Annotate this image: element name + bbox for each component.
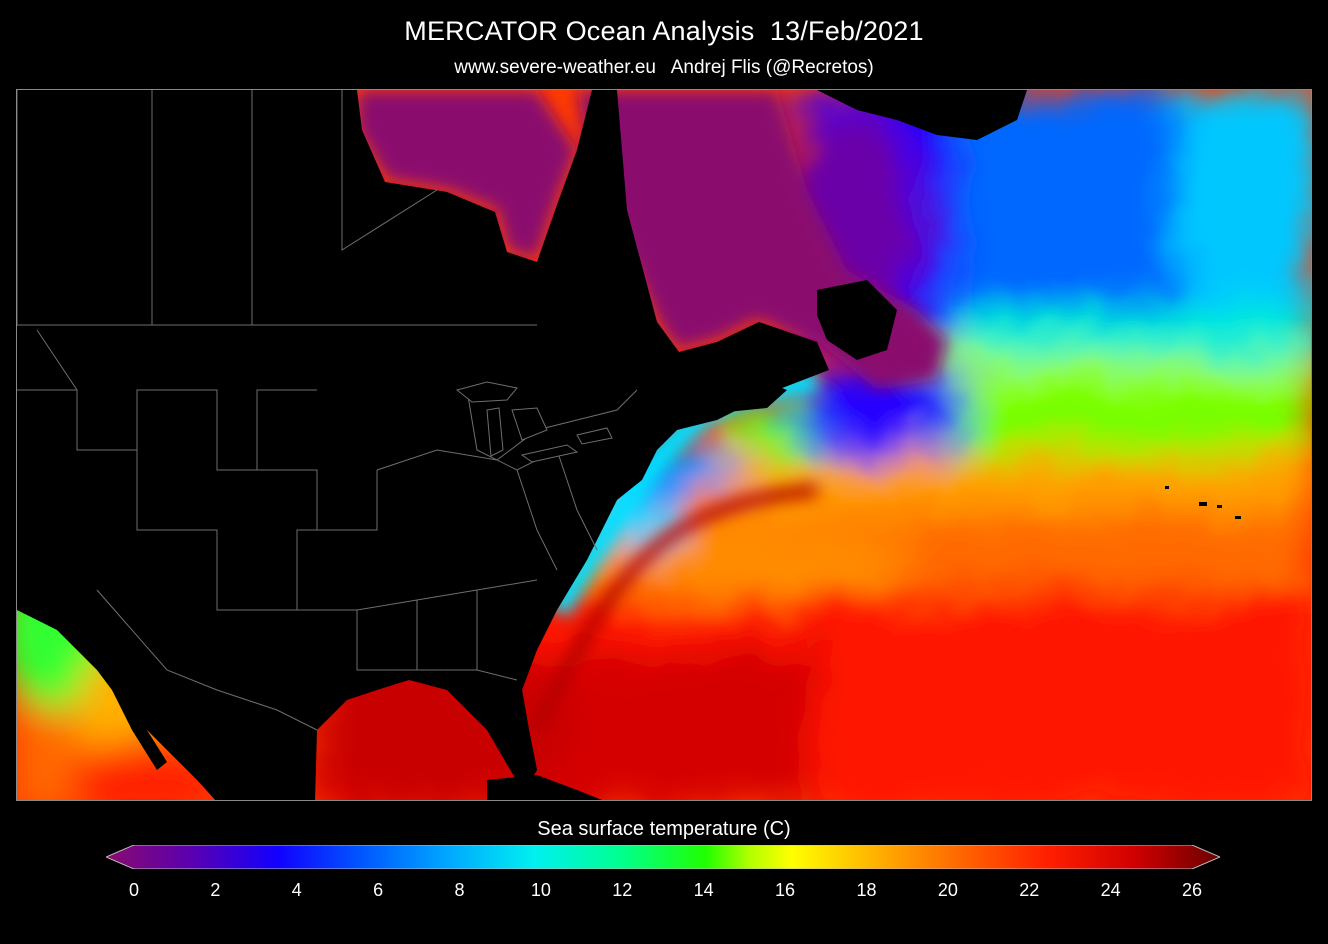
colorbar-tick-label: 0 — [128, 880, 140, 900]
sst-map[interactable] — [16, 89, 1312, 801]
colorbar-tick-label: 10 — [530, 880, 551, 900]
atlantic-islands — [1165, 486, 1241, 519]
colorbar-tick-label: 6 — [373, 880, 384, 900]
ocean-temperature-field — [17, 90, 1311, 800]
colorbar-tick-label: 16 — [775, 880, 796, 900]
colorbar-tick-label: 20 — [937, 880, 958, 900]
colorbar-bar — [106, 845, 1220, 869]
colorbar-tick-label: 14 — [693, 880, 714, 900]
political-borders — [17, 90, 638, 731]
colorbar-tick-label: 2 — [210, 880, 221, 900]
colorbar — [106, 845, 1220, 869]
sst-map-canvas — [17, 90, 1311, 800]
colorbar-tick-label: 12 — [612, 880, 633, 900]
colorbar-tick-label: 8 — [454, 880, 465, 900]
colorbar-tick-label: 22 — [1019, 880, 1040, 900]
colorbar-tick-label: 18 — [856, 880, 877, 900]
colorbar-tick-label: 24 — [1100, 880, 1121, 900]
map-title: MERCATOR Ocean Analysis 13/Feb/2021 — [404, 16, 924, 46]
colorbar-tick-label: 26 — [1181, 880, 1203, 900]
colorbar-title: Sea surface temperature (C) — [537, 818, 791, 840]
great-lakes — [455, 381, 613, 463]
colorbar-tick-label: 4 — [291, 880, 302, 900]
map-subtitle: www.severe-weather.eu Andrej Flis (@Recr… — [454, 57, 874, 78]
land-north-america — [17, 90, 1027, 800]
